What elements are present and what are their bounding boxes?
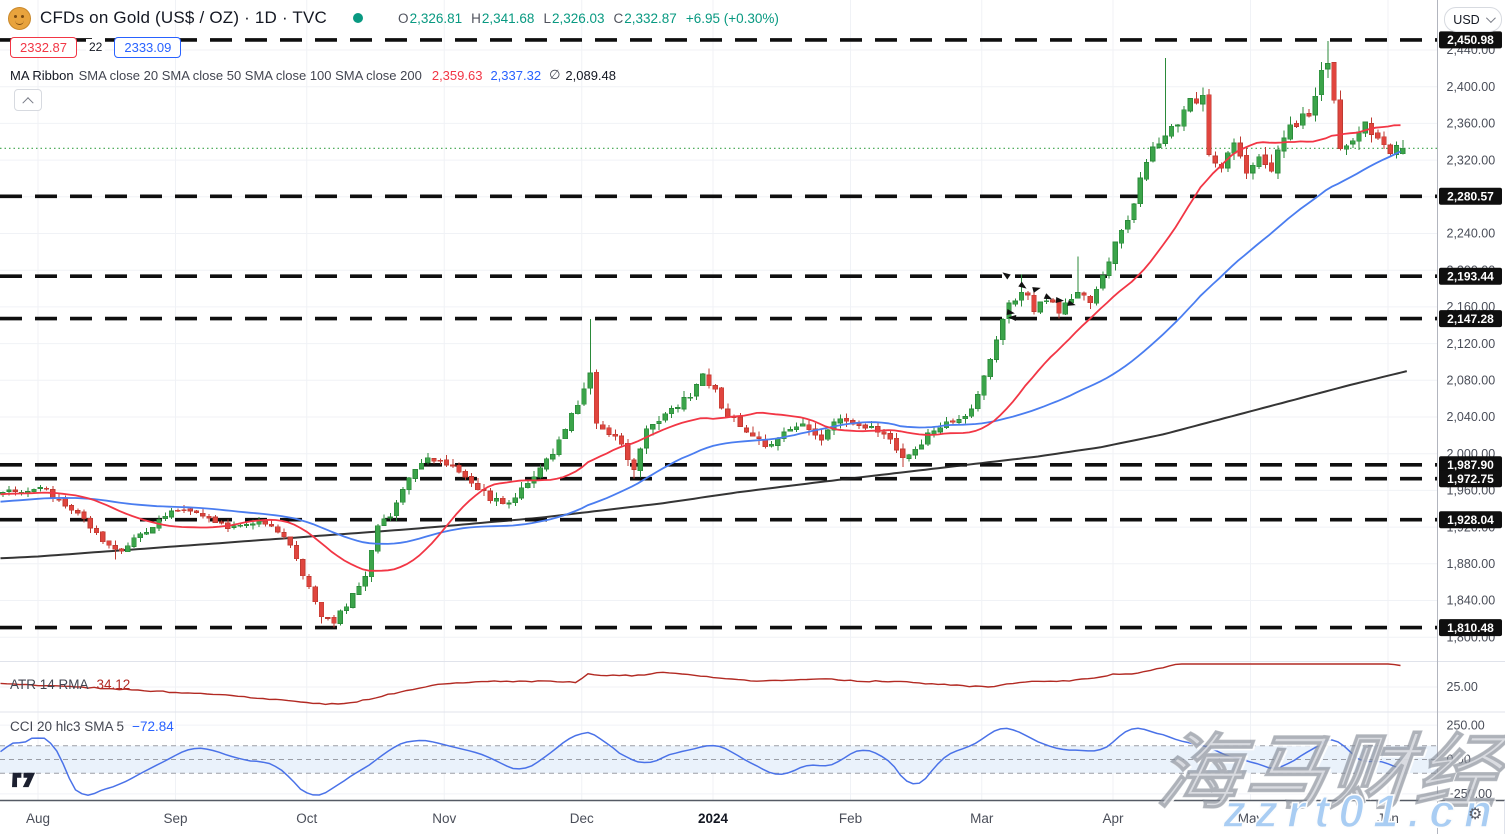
candles <box>0 40 1406 628</box>
sma200-line <box>0 370 1408 560</box>
market-status-dot-icon <box>353 13 364 23</box>
svg-text:2,280.57: 2,280.57 <box>1447 189 1494 203</box>
cci-line <box>0 727 1401 796</box>
svg-text:Oct: Oct <box>296 811 317 826</box>
chevron-up-icon <box>22 97 34 109</box>
watermark-line2: zzrt01.cn <box>1222 784 1501 834</box>
level-price-labels: 2,450.98 2,280.57 2,193.44 2,147.28 1,987.90… <box>1439 31 1502 637</box>
ma-ribbon-title: MA Ribbon <box>10 67 74 83</box>
svg-text:2,450.98: 2,450.98 <box>1447 33 1494 47</box>
svg-text:Apr: Apr <box>1102 811 1124 826</box>
svg-text:Jun: Jun <box>1377 811 1399 826</box>
svg-text:2,120.00: 2,120.00 <box>1447 337 1496 351</box>
tradingview-logo-icon[interactable] <box>12 772 46 799</box>
low-value: 2,326.03 <box>551 10 605 26</box>
time-axis-labels: Aug Sep Oct Nov Dec 2024 Feb Mar Apr May Jun <box>26 811 1399 826</box>
svg-text:Dec: Dec <box>570 811 594 826</box>
svg-text:2,147.28: 2,147.28 <box>1447 312 1494 326</box>
svg-text:Sep: Sep <box>163 811 187 826</box>
gridlines <box>0 0 1438 801</box>
sma50-value: 2,337.32 <box>490 67 542 83</box>
ma-ribbon-legend[interactable]: MA Ribbon SMA close 20 SMA close 50 SMA … <box>10 66 616 84</box>
open-value: 2,326.81 <box>409 10 463 26</box>
arrow-markers <box>1002 272 1076 321</box>
chevron-down-icon <box>1485 13 1496 24</box>
sma50-line <box>0 150 1401 545</box>
svg-text:1,987.90: 1,987.90 <box>1447 458 1494 472</box>
svg-text:2,400.00: 2,400.00 <box>1447 80 1496 94</box>
svg-text:2024: 2024 <box>698 811 729 826</box>
price-tag-spread: 22 <box>86 39 106 55</box>
currency-selector-button[interactable]: USD <box>1444 7 1502 32</box>
atr-legend[interactable]: ATR 14 RMA 34.12 <box>10 677 130 692</box>
ohlc-values: O 2,326.81 H 2,341.68 L 2,326.03 C 2,332.87 … <box>389 11 779 26</box>
svg-text:25.00: 25.00 <box>1447 680 1478 694</box>
sma-average-value: 2,089.48 <box>565 67 616 83</box>
svg-text:2,040.00: 2,040.00 <box>1447 410 1496 424</box>
change-value: +6.95 (+0.30%) <box>685 10 779 26</box>
price-tags-row: 2332.87 22 2333.09 <box>10 36 182 58</box>
high-label: H <box>471 10 481 26</box>
close-label: C <box>613 10 624 26</box>
gold-coin-icon <box>8 6 31 30</box>
cci-label: CCI 20 hlc3 SMA 5 <box>10 719 125 734</box>
cci-legend[interactable]: CCI 20 hlc3 SMA 5 −72.84 <box>10 719 174 734</box>
ma-ribbon-params: SMA close 20 SMA close 50 SMA close 100 … <box>78 67 422 83</box>
svg-text:1,972.75: 1,972.75 <box>1447 472 1494 486</box>
collapse-legend-button[interactable] <box>14 89 42 111</box>
atr-value: 34.12 <box>96 677 131 692</box>
svg-text:May: May <box>1238 811 1264 826</box>
svg-text:2,360.00: 2,360.00 <box>1447 117 1496 131</box>
low-label: L <box>543 10 551 26</box>
svg-text:250.00: 250.00 <box>1447 718 1485 732</box>
svg-text:0.00: 0.00 <box>1447 753 1471 767</box>
svg-text:Aug: Aug <box>26 811 50 826</box>
atr-label: ATR 14 RMA <box>10 677 89 692</box>
currency-label: USD <box>1453 12 1480 27</box>
cci-value: −72.84 <box>132 719 174 734</box>
svg-text:2,320.00: 2,320.00 <box>1447 153 1496 167</box>
sma20-line <box>0 124 1401 572</box>
cci-band <box>0 745 1438 774</box>
svg-text:2,080.00: 2,080.00 <box>1447 374 1496 388</box>
svg-text:1,840.00: 1,840.00 <box>1447 594 1496 608</box>
svg-text:−250.00: −250.00 <box>1447 787 1493 801</box>
axis-settings-gear-icon[interactable]: ⚙ <box>1468 806 1483 823</box>
open-label: O <box>398 10 409 26</box>
average-symbol: ∅ <box>549 67 561 82</box>
svg-text:2,240.00: 2,240.00 <box>1447 227 1496 241</box>
svg-text:2,193.44: 2,193.44 <box>1447 269 1494 283</box>
svg-text:1,928.04: 1,928.04 <box>1447 513 1494 527</box>
svg-text:Mar: Mar <box>970 811 994 826</box>
sma20-value: 2,359.63 <box>431 67 483 83</box>
level-lines <box>0 38 1438 630</box>
close-value: 2,332.87 <box>624 10 677 26</box>
svg-text:Nov: Nov <box>432 811 456 826</box>
symbol-header: CFDs on Gold (US$ / OZ) · 1D · TVC O 2,32… <box>8 5 779 31</box>
high-value: 2,341.68 <box>481 10 535 26</box>
price-tag-red[interactable]: 2332.87 <box>10 36 77 58</box>
svg-text:1,880.00: 1,880.00 <box>1447 557 1496 571</box>
atr-line <box>0 663 1401 706</box>
price-tag-blue[interactable]: 2333.09 <box>114 36 182 58</box>
svg-text:1,810.48: 1,810.48 <box>1447 621 1494 635</box>
svg-text:Feb: Feb <box>839 811 862 826</box>
symbol-title[interactable]: CFDs on Gold (US$ / OZ) · 1D · TVC <box>40 8 328 27</box>
